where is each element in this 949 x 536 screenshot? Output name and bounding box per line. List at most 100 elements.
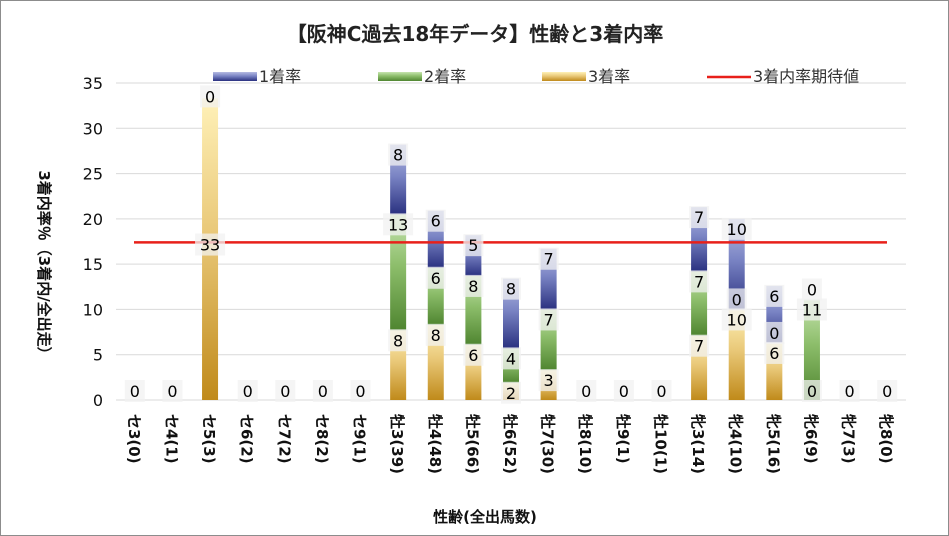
data-label-2着率: 6	[431, 269, 441, 288]
data-label-3着率: 0	[619, 382, 629, 401]
x-tick-label: 牡10(1)	[651, 414, 669, 474]
data-label-3着率: 0	[882, 382, 892, 401]
data-label-box	[501, 347, 521, 370]
data-label-box	[200, 85, 221, 108]
data-label-1着率: 0	[807, 280, 817, 299]
bar-3着率	[728, 309, 745, 400]
x-tick-label: 牡8(10)	[576, 414, 594, 474]
data-label-1着率: 6	[769, 287, 779, 306]
y-tick-label: 15	[83, 255, 103, 274]
data-label-box	[801, 380, 822, 402]
data-label-3着率: 0	[318, 382, 328, 401]
y-tick-label: 30	[83, 119, 103, 138]
chart-title: 【阪神C過去18年データ】性齢と3着内率	[287, 22, 663, 46]
data-label-3着率: 0	[355, 382, 365, 401]
data-label-2着率: 4	[506, 349, 516, 368]
data-label-3着率: 10	[727, 310, 747, 329]
data-label-box	[764, 284, 785, 307]
data-label-box	[721, 217, 752, 240]
data-label-1着率: 10	[727, 220, 747, 239]
data-label-box	[388, 329, 409, 352]
x-tick-label: 牡5(66)	[463, 414, 481, 474]
data-label-1着率: 8	[506, 280, 516, 299]
data-label-3着率: 8	[393, 331, 403, 350]
data-label-2着率: 7	[544, 310, 554, 329]
data-label-1着率: 7	[694, 208, 704, 227]
data-label-box	[689, 334, 710, 357]
x-tick-label: 牝3(14)	[689, 414, 707, 474]
data-label-box	[312, 380, 333, 402]
data-label-3着率: 0	[581, 382, 591, 401]
data-label-box	[764, 321, 785, 344]
x-tick-label: 牡7(30)	[539, 414, 557, 474]
x-tick-label: 牝8(0)	[877, 414, 895, 464]
data-label-box	[463, 274, 484, 297]
data-label-box	[613, 380, 634, 402]
data-label-3着率: 3	[544, 371, 554, 390]
data-label-3着率: 6	[769, 344, 779, 363]
data-label-box	[651, 380, 672, 402]
y-tick-label: 25	[83, 165, 103, 184]
data-label-box	[801, 278, 822, 301]
data-label-3着率: 0	[807, 382, 817, 401]
x-tick-label: 牝5(16)	[764, 414, 782, 474]
y-tick-label: 0	[93, 391, 103, 410]
data-label-3着率: 0	[130, 382, 140, 401]
y-tick-label: 20	[83, 210, 103, 229]
data-label-box	[501, 381, 521, 404]
data-label-1着率: 5	[468, 236, 478, 255]
y-tick-label: 10	[83, 300, 103, 319]
x-tick-label: セ7(2)	[275, 414, 293, 464]
data-label-box	[383, 213, 414, 236]
legend-label: 2着率	[424, 67, 466, 86]
data-label-box	[162, 380, 183, 402]
data-label-box	[877, 380, 898, 402]
x-tick-label: 牡6(52)	[501, 414, 519, 474]
data-label-2着率: 13	[388, 215, 408, 234]
data-label-box	[350, 380, 371, 402]
data-label-2着率: 0	[732, 290, 742, 309]
data-label-box	[689, 270, 710, 293]
data-label-box	[721, 308, 752, 331]
data-label-3着率: 33	[200, 236, 220, 255]
data-label-1着率: 6	[431, 212, 441, 231]
data-label-box	[538, 369, 559, 392]
legend-label: 3着率	[588, 67, 630, 86]
data-label-2着率: 11	[802, 300, 822, 319]
legend-swatch	[378, 72, 422, 81]
data-label-box	[237, 380, 258, 402]
y-tick-label: 5	[93, 346, 103, 365]
data-label-box	[463, 234, 484, 257]
x-tick-label: 牡9(1)	[614, 414, 632, 464]
legend-swatch	[542, 72, 586, 81]
data-label-3着率: 0	[844, 382, 854, 401]
data-label-box	[839, 380, 860, 402]
x-tick-label: セ4(1)	[162, 414, 180, 464]
data-label-box	[425, 323, 446, 346]
legend-label: 3着内率期待値	[753, 67, 859, 86]
data-label-3着率: 0	[280, 382, 290, 401]
x-tick-label: セ6(2)	[238, 414, 256, 464]
data-label-1着率: 7	[544, 250, 554, 269]
bar-2着率	[803, 299, 820, 400]
data-label-box	[463, 343, 484, 366]
data-label-1着率: 8	[393, 146, 403, 165]
data-label-box	[726, 288, 747, 311]
data-label-box	[124, 380, 145, 402]
x-tick-label: 牡3(39)	[388, 414, 406, 474]
data-label-box	[576, 380, 597, 402]
y-axis-ticks: 0 5 10 15 20 25 30 35	[83, 74, 103, 410]
x-axis-label: 性齢(全出馬数)	[433, 508, 537, 526]
x-axis-ticks: セ3(0) セ4(1) セ5(3) セ6(2) セ7(2) セ8(2) セ9(1) 牡3(39…	[125, 414, 895, 474]
data-label-3着率: 7	[694, 337, 704, 356]
y-tick-label: 35	[83, 74, 103, 93]
legend-swatch	[213, 72, 257, 81]
data-label-box	[195, 233, 226, 256]
data-label-box	[538, 308, 559, 331]
data-label-3着率: 0	[656, 382, 666, 401]
data-label-box	[425, 266, 446, 289]
data-label-2着率: 8	[468, 277, 478, 296]
